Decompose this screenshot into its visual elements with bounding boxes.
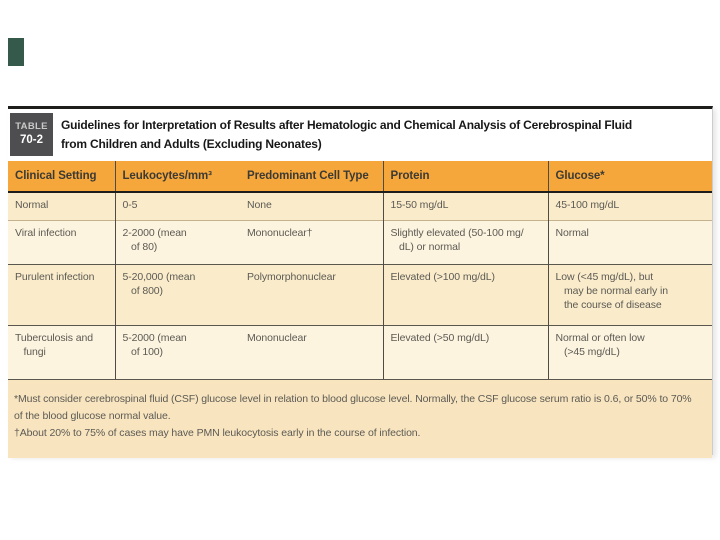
slide-accent-square: [8, 38, 24, 66]
cell-text: Polymorphonuclear: [247, 270, 336, 283]
cell-text: Low (<45 mg/dL), but may be normal early…: [555, 270, 669, 311]
cell-text: 45-100 mg/dL: [555, 199, 620, 211]
table-cell: Normal: [8, 192, 116, 220]
column-header-leukocytes: Leukocytes/mm³: [115, 161, 240, 193]
table-row-tuberculosis-fungi: Tuberculosis and fungi 5-2000 (mean of 1…: [8, 325, 712, 379]
table-number-badge: TABLE 70-2: [10, 113, 53, 156]
table-cell: Slightly elevated (50-100 mg/ dL) or nor…: [383, 220, 549, 264]
table-row-normal: Normal 0-5 None 15-50 mg/dL 45-100 mg/dL: [8, 192, 712, 220]
cell-text: Elevated (>100 mg/dL): [390, 270, 496, 283]
cell-text: Elevated (>50 mg/dL): [390, 331, 490, 344]
table-cell: Elevated (>100 mg/dL): [383, 264, 549, 325]
footnote-pmn: †About 20% to 75% of cases may have PMN …: [14, 426, 421, 439]
table-cell: None: [240, 192, 384, 220]
column-header-predominant-cell-type: Predominant Cell Type: [240, 161, 384, 193]
figure-title: Guidelines for Interpretation of Results…: [61, 118, 633, 151]
table-cell: Purulent infection: [8, 264, 116, 325]
table-cell: Normal or often low (>45 mg/dL): [548, 325, 712, 379]
cell-text: 15-50 mg/dL: [390, 199, 449, 211]
cell-text: Slightly elevated (50-100 mg/ dL) or nor…: [390, 226, 524, 253]
csf-analysis-table: Clinical Setting Leukocytes/mm³ Predomin…: [8, 161, 712, 379]
cell-text: 2-2000 (mean of 80): [122, 226, 187, 253]
table-cell: Low (<45 mg/dL), but may be normal early…: [548, 264, 712, 325]
csf-table-figure: TABLE 70-2 Guidelines for Interpretation…: [8, 106, 713, 458]
cell-text: 5-2000 (mean of 100): [122, 331, 187, 358]
table-cell: 5-2000 (mean of 100): [115, 325, 240, 379]
table-cell: 0-5: [115, 192, 240, 220]
cell-text: Tuberculosis and fungi: [15, 331, 93, 358]
table-cell: Viral infection: [8, 220, 116, 264]
cell-text: Normal or often low (>45 mg/dL): [555, 331, 645, 358]
column-header-glucose: Glucose*: [548, 161, 712, 193]
cell-text: Purulent infection: [15, 270, 95, 283]
figure-title-bar: TABLE 70-2 Guidelines for Interpretation…: [8, 109, 712, 161]
column-header-clinical-setting: Clinical Setting: [8, 161, 116, 193]
column-header-protein: Protein: [383, 161, 549, 193]
cell-text: Normal: [555, 226, 589, 239]
table-cell: Mononuclear: [240, 325, 384, 379]
cell-text: Viral infection: [15, 226, 77, 239]
footnote-glucose: *Must consider cerebrospinal fluid (CSF)…: [14, 393, 692, 422]
table-row-viral-infection: Viral infection 2-2000 (mean of 80) Mono…: [8, 220, 712, 264]
table-row-purulent-infection: Purulent infection 5-20,000 (mean of 800…: [8, 264, 712, 325]
table-cell: 15-50 mg/dL: [383, 192, 549, 220]
table-footnotes: *Must consider cerebrospinal fluid (CSF)…: [8, 379, 712, 458]
table-cell: Mononuclear†: [240, 220, 384, 264]
table-cell: 45-100 mg/dL: [548, 192, 712, 220]
table-header-row: Clinical Setting Leukocytes/mm³ Predomin…: [8, 161, 712, 193]
cell-text: Normal: [15, 199, 49, 211]
table-cell: 2-2000 (mean of 80): [115, 220, 240, 264]
table-cell: Elevated (>50 mg/dL): [383, 325, 549, 379]
table-cell: 5-20,000 (mean of 800): [115, 264, 240, 325]
table-cell: Polymorphonuclear: [240, 264, 384, 325]
cell-text: 0-5: [122, 199, 138, 211]
table-cell: Tuberculosis and fungi: [8, 325, 116, 379]
cell-text: 5-20,000 (mean of 800): [122, 270, 196, 297]
cell-text: None: [247, 199, 272, 211]
cell-text: Mononuclear: [247, 331, 307, 344]
badge-number: 70-2: [19, 134, 44, 147]
badge-word: TABLE: [15, 121, 48, 133]
table-cell: Normal: [548, 220, 712, 264]
cell-text: Mononuclear†: [247, 226, 313, 239]
